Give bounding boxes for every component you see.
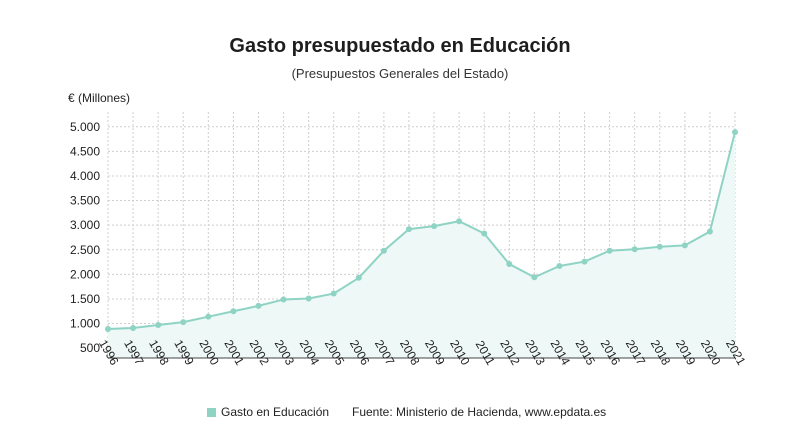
data-point [330, 290, 337, 297]
legend-label: Gasto en Educación [221, 405, 330, 419]
data-point [405, 226, 412, 233]
data-point [581, 258, 588, 265]
data-point [481, 230, 488, 237]
y-tick-label: 1.500 [70, 292, 100, 306]
y-tick-label: 2.500 [70, 243, 100, 257]
series-line [107, 131, 736, 330]
source-note: Fuente: Ministerio de Hacienda, www.epda… [352, 405, 607, 419]
area-fill [108, 132, 735, 358]
data-point [556, 262, 563, 269]
y-tick-label: 3.000 [70, 218, 100, 232]
chart-title: Gasto presupuestado en Educación [229, 35, 571, 57]
data-point [280, 296, 287, 303]
legend-swatch [207, 408, 216, 417]
data-point [155, 322, 162, 329]
data-point [255, 302, 262, 309]
data-point [380, 247, 387, 254]
y-axis-label: € (Millones) [68, 91, 131, 105]
data-point [656, 243, 663, 250]
data-point [130, 324, 137, 331]
data-point [230, 308, 237, 315]
data-point [631, 246, 638, 253]
y-tick-label: 1.000 [70, 317, 100, 331]
chart-subtitle: (Presupuestos Generales del Estado) [291, 66, 509, 81]
data-point [506, 261, 513, 268]
y-tick-label: 5.000 [70, 120, 100, 134]
data-point [431, 223, 438, 230]
data-point [706, 228, 713, 235]
data-point [205, 313, 212, 320]
data-point [456, 218, 463, 225]
data-point [732, 129, 738, 136]
y-tick-label: 500 [80, 341, 100, 355]
y-tick-label: 2.000 [70, 267, 100, 281]
data-point [305, 295, 312, 302]
data-point [681, 242, 688, 249]
y-tick-label: 3.500 [70, 194, 100, 208]
data-point [355, 274, 362, 281]
y-tick-label: 4.000 [70, 169, 100, 183]
data-point [180, 319, 187, 326]
data-point [606, 247, 613, 254]
y-tick-label: 4.500 [70, 144, 100, 158]
data-point [531, 274, 538, 281]
data-point [105, 325, 111, 332]
